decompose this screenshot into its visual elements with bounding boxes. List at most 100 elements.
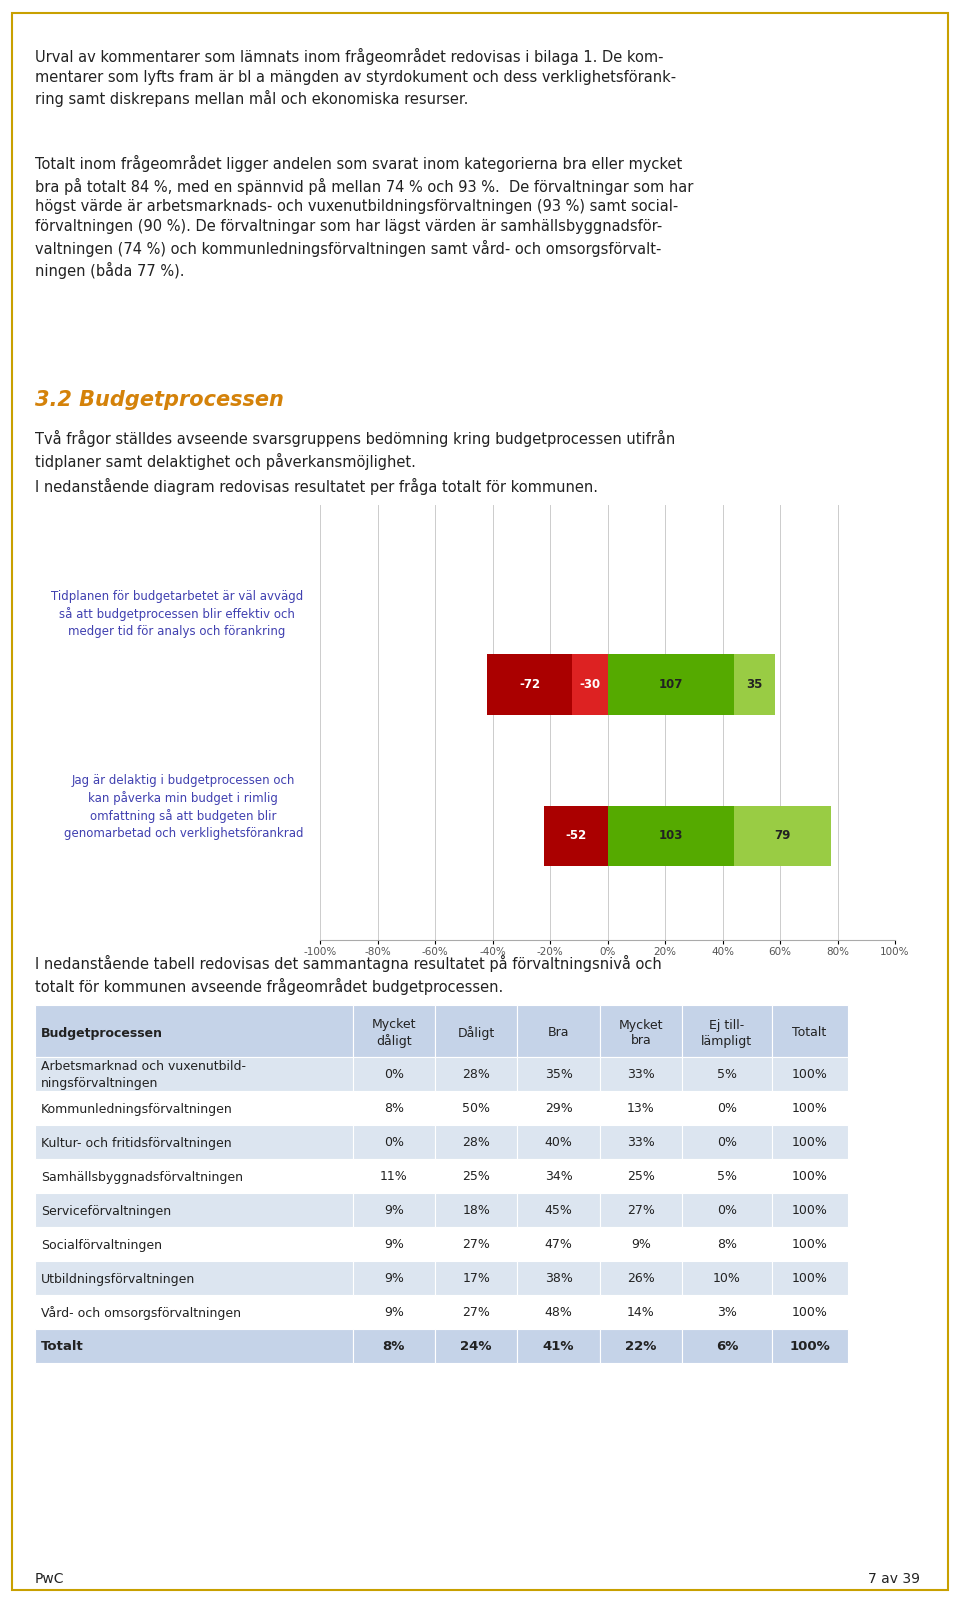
Bar	[35, 1056, 352, 1092]
Text: I nedanstående tabell redovisas det sammantagna resultatet på förvaltningsnivå o: I nedanstående tabell redovisas det samm…	[35, 955, 661, 994]
Text: 41%: 41%	[542, 1340, 574, 1353]
Text: 28%: 28%	[463, 1069, 491, 1082]
Text: 27%: 27%	[627, 1204, 655, 1218]
Text: 35%: 35%	[544, 1069, 572, 1082]
Text: Mycket
dåligt: Mycket dåligt	[372, 1018, 416, 1048]
Bar	[683, 1125, 772, 1159]
Text: Budgetprocessen: Budgetprocessen	[41, 1026, 163, 1039]
Text: Mycket
bra: Mycket bra	[618, 1018, 663, 1047]
Bar	[352, 1262, 435, 1295]
Bar	[600, 1056, 683, 1092]
Text: Totalt: Totalt	[41, 1340, 84, 1353]
Text: 79: 79	[775, 829, 791, 843]
Text: Serviceförvaltningen: Serviceförvaltningen	[41, 1204, 171, 1218]
Text: 17%: 17%	[463, 1273, 491, 1286]
Text: 8%: 8%	[717, 1239, 737, 1252]
Text: 6%: 6%	[715, 1340, 738, 1353]
Bar	[772, 1226, 848, 1262]
Bar	[435, 1005, 517, 1056]
Bar	[543, 806, 608, 866]
Bar	[35, 1092, 352, 1125]
Text: PwC: PwC	[35, 1573, 64, 1585]
Bar	[517, 1226, 600, 1262]
Bar	[352, 1092, 435, 1125]
Text: I nedanstående diagram redovisas resultatet per fråga totalt för kommunen.: I nedanstående diagram redovisas resulta…	[35, 478, 598, 495]
Bar	[772, 1159, 848, 1193]
Bar	[683, 1295, 772, 1329]
Bar	[352, 1125, 435, 1159]
Bar	[352, 1295, 435, 1329]
Bar	[35, 1005, 352, 1056]
Text: 10%: 10%	[713, 1273, 741, 1286]
Text: Kultur- och fritidsförvaltningen: Kultur- och fritidsförvaltningen	[41, 1137, 231, 1149]
Text: 11%: 11%	[380, 1170, 408, 1183]
Bar	[683, 1056, 772, 1092]
Text: 7 av 39: 7 av 39	[868, 1573, 920, 1585]
Text: 33%: 33%	[627, 1137, 655, 1149]
Text: 38%: 38%	[544, 1273, 572, 1286]
Bar	[772, 1262, 848, 1295]
Bar	[35, 1295, 352, 1329]
Bar	[600, 1226, 683, 1262]
Bar	[435, 1329, 517, 1363]
Text: 3%: 3%	[717, 1306, 736, 1319]
Bar	[435, 1295, 517, 1329]
Text: 3.2 Budgetprocessen: 3.2 Budgetprocessen	[35, 390, 284, 410]
Text: 0%: 0%	[384, 1069, 404, 1082]
Bar	[772, 1092, 848, 1125]
Bar	[683, 1092, 772, 1125]
Text: 9%: 9%	[384, 1273, 404, 1286]
Bar	[35, 1329, 352, 1363]
Text: 100%: 100%	[792, 1103, 828, 1116]
Text: 8%: 8%	[384, 1103, 404, 1116]
Bar	[600, 1262, 683, 1295]
Text: 9%: 9%	[384, 1306, 404, 1319]
Bar	[435, 1193, 517, 1226]
Text: 13%: 13%	[627, 1103, 655, 1116]
Text: 27%: 27%	[463, 1306, 491, 1319]
Text: 5%: 5%	[717, 1170, 737, 1183]
Text: 100%: 100%	[792, 1273, 828, 1286]
Bar	[352, 1226, 435, 1262]
Text: Ej till-
lämpligt: Ej till- lämpligt	[701, 1018, 753, 1047]
Bar	[517, 1125, 600, 1159]
Text: 9%: 9%	[384, 1239, 404, 1252]
Bar	[517, 1262, 600, 1295]
Bar	[683, 1193, 772, 1226]
Bar	[600, 1125, 683, 1159]
Bar	[734, 806, 831, 866]
Text: 47%: 47%	[544, 1239, 572, 1252]
Text: 50%: 50%	[462, 1103, 491, 1116]
Text: 40%: 40%	[544, 1137, 572, 1149]
Bar	[772, 1056, 848, 1092]
Bar	[517, 1005, 600, 1056]
Bar	[35, 1193, 352, 1226]
Text: 24%: 24%	[461, 1340, 492, 1353]
Text: 100%: 100%	[792, 1204, 828, 1218]
Text: Arbetsmarknad och vuxenutbild-
ningsförvaltningen: Arbetsmarknad och vuxenutbild- ningsförv…	[41, 1061, 246, 1090]
Bar	[35, 1262, 352, 1295]
Bar	[435, 1226, 517, 1262]
Text: -30: -30	[579, 678, 600, 691]
Text: 22%: 22%	[625, 1340, 657, 1353]
Text: Dåligt: Dåligt	[458, 1026, 494, 1040]
Text: 45%: 45%	[544, 1204, 572, 1218]
Text: Tidplanen för budgetarbetet är väl avvägd
så att budgetprocessen blir effektiv o: Tidplanen för budgetarbetet är väl avväg…	[51, 590, 303, 638]
Bar	[772, 1193, 848, 1226]
Bar	[600, 1092, 683, 1125]
Bar	[435, 1056, 517, 1092]
Bar	[517, 1092, 600, 1125]
Bar	[352, 1193, 435, 1226]
Bar	[488, 654, 572, 715]
Bar	[600, 1193, 683, 1226]
Bar	[608, 654, 733, 715]
Bar	[352, 1056, 435, 1092]
Text: Urval av kommentarer som lämnats inom frågeområdet redovisas i bilaga 1. De kom-: Urval av kommentarer som lämnats inom fr…	[35, 48, 676, 107]
Bar	[435, 1262, 517, 1295]
Bar	[772, 1295, 848, 1329]
Bar	[683, 1226, 772, 1262]
Text: 27%: 27%	[463, 1239, 491, 1252]
Bar	[683, 1329, 772, 1363]
Text: 18%: 18%	[463, 1204, 491, 1218]
Bar	[435, 1125, 517, 1159]
